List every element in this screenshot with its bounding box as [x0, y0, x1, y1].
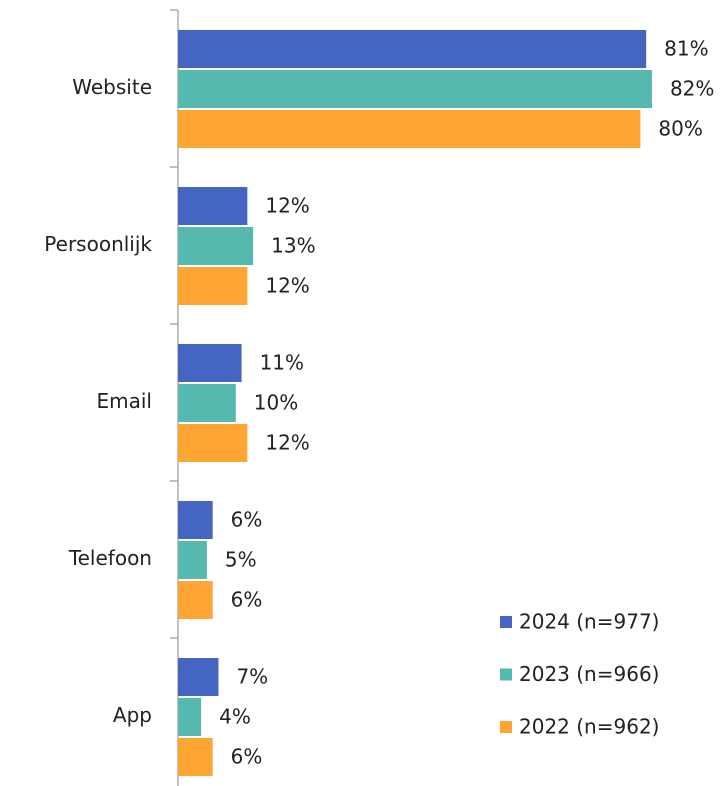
bar — [178, 541, 207, 579]
bar — [178, 110, 641, 148]
legend-label: 2023 (n=966) — [519, 662, 659, 686]
legend-swatch — [500, 616, 512, 628]
bar — [178, 70, 652, 108]
value-label: 81% — [664, 37, 708, 61]
value-label: 11% — [260, 351, 304, 375]
value-label: 6% — [231, 588, 263, 612]
value-label: 80% — [658, 117, 702, 141]
bar — [178, 581, 213, 619]
bar — [178, 227, 254, 265]
value-label: 82% — [670, 77, 714, 101]
bar — [178, 187, 248, 225]
bar — [178, 344, 242, 382]
bar — [178, 424, 248, 462]
bar — [178, 501, 213, 539]
value-label: 12% — [265, 274, 309, 298]
value-label: 13% — [271, 234, 315, 258]
legend-label: 2022 (n=962) — [519, 715, 659, 739]
value-label: 10% — [254, 391, 298, 415]
legend-swatch — [500, 668, 512, 681]
value-label: 7% — [236, 665, 268, 689]
legend-label: 2024 (n=977) — [519, 610, 659, 634]
value-label: 12% — [265, 431, 309, 455]
category-label: Website — [72, 75, 152, 99]
category-label: Persoonlijk — [44, 232, 152, 256]
value-label: 6% — [231, 508, 263, 532]
value-label: 5% — [225, 548, 257, 572]
category-label: App — [113, 703, 152, 727]
value-label: 12% — [265, 194, 309, 218]
value-label: 4% — [219, 705, 251, 729]
bar — [178, 384, 236, 422]
bar — [178, 658, 219, 696]
category-label: Email — [97, 389, 153, 413]
bar — [178, 30, 647, 68]
bar — [178, 698, 202, 736]
bar — [178, 738, 213, 776]
legend-swatch — [500, 721, 512, 733]
bar — [178, 267, 248, 305]
value-label: 6% — [231, 745, 263, 769]
category-label: Telefoon — [68, 546, 152, 570]
